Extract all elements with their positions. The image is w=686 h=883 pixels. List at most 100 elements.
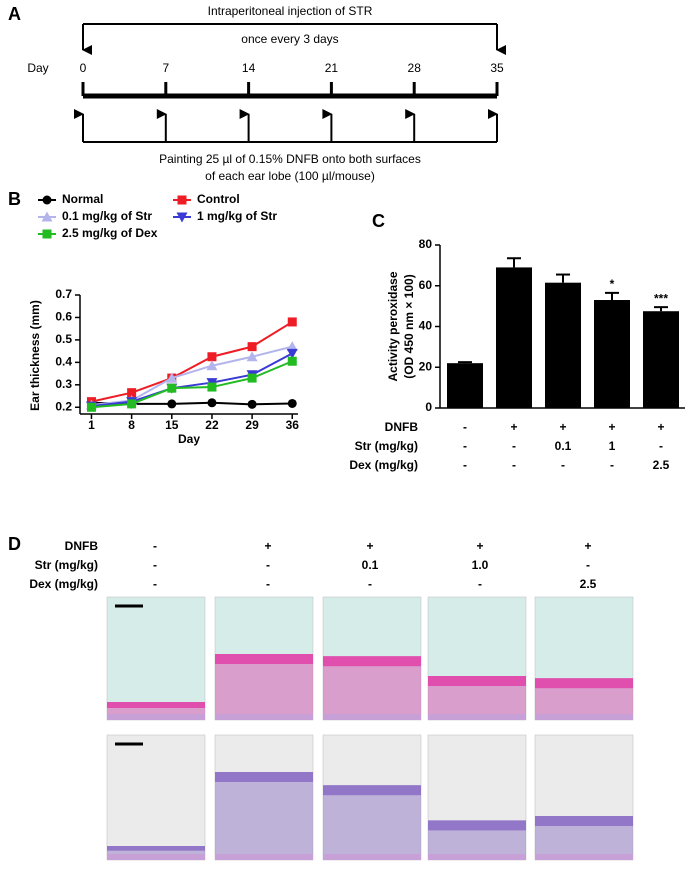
panel-label: A xyxy=(8,4,21,24)
marker xyxy=(247,373,257,383)
marker xyxy=(207,352,217,362)
row-cell: - xyxy=(266,558,270,572)
epidermis xyxy=(535,816,633,826)
row-cell: + xyxy=(657,420,664,434)
marker xyxy=(207,398,217,408)
row-cell: + xyxy=(366,539,373,553)
row-cell: - xyxy=(153,539,157,553)
x-tick-label: 36 xyxy=(286,418,300,432)
cartilage xyxy=(215,714,313,720)
legend-marker xyxy=(176,212,188,223)
epidermis xyxy=(107,702,205,708)
y-axis-label: (OD 450 nm × 100) xyxy=(402,274,416,378)
legend-label: 2.5 mg/kg of Dex xyxy=(62,226,158,240)
bar xyxy=(594,300,630,408)
bar xyxy=(545,282,581,408)
cartilage xyxy=(215,854,313,860)
day-tick-label: 21 xyxy=(325,61,339,75)
epidermis xyxy=(107,846,205,851)
histology-image xyxy=(322,734,422,861)
legend-label: 0.1 mg/kg of Str xyxy=(62,209,152,223)
y-tick-label: 0.7 xyxy=(55,287,72,301)
row-cell: - xyxy=(659,439,663,453)
tissue xyxy=(323,785,421,860)
y-tick-label: 0.2 xyxy=(55,399,72,413)
x-tick-label: 22 xyxy=(205,418,219,432)
row-label: DNFB xyxy=(385,420,419,434)
y-tick-label: 0.3 xyxy=(55,377,72,391)
day-label: Day xyxy=(27,61,48,75)
histology-image xyxy=(427,734,527,861)
row-cell: - xyxy=(153,577,157,591)
legend-marker xyxy=(42,229,52,239)
row-cell: - xyxy=(463,458,467,472)
legend-marker xyxy=(177,195,187,205)
row-cell: - xyxy=(512,439,516,453)
marker xyxy=(127,399,137,409)
marker xyxy=(166,372,178,383)
y-tick-label: 80 xyxy=(419,237,433,251)
row-cell: + xyxy=(608,420,615,434)
row-cell: - xyxy=(610,458,614,472)
timeline: Intraperitoneal injection of STR once ev… xyxy=(27,4,506,183)
marker xyxy=(127,388,137,398)
row-cell: - xyxy=(266,577,270,591)
row-cell: - xyxy=(512,458,516,472)
marker xyxy=(86,402,96,412)
marker xyxy=(206,360,218,371)
marker xyxy=(246,351,258,362)
marker xyxy=(247,399,257,409)
epidermis xyxy=(215,654,313,664)
line xyxy=(91,360,293,409)
y-axis-label: Activity peroxidase xyxy=(386,271,400,381)
legend-label: Control xyxy=(197,192,240,206)
legend-marker xyxy=(41,211,53,222)
x-tick-label: 15 xyxy=(165,418,179,432)
cartilage xyxy=(535,854,633,860)
day-tick-label: 7 xyxy=(162,61,169,75)
line xyxy=(91,345,293,407)
line xyxy=(91,321,293,403)
histology-image xyxy=(106,734,206,861)
panel-label: C xyxy=(372,211,385,231)
panel-label: D xyxy=(8,534,21,554)
legend-marker xyxy=(42,195,52,205)
row-label: Str (mg/kg) xyxy=(35,558,98,572)
y-tick-label: 0.5 xyxy=(55,332,72,346)
x-tick-label: 8 xyxy=(128,418,135,432)
tissue xyxy=(215,772,313,860)
row-cell: 0.1 xyxy=(362,558,379,572)
row-cell: - xyxy=(561,458,565,472)
row-cell: 1.0 xyxy=(472,558,489,572)
row-label: DNFB xyxy=(65,539,99,553)
epidermis xyxy=(535,678,633,689)
timeline-interval: once every 3 days xyxy=(241,32,338,46)
row-cell: - xyxy=(463,439,467,453)
epidermis xyxy=(428,676,526,686)
row-cell: - xyxy=(463,420,467,434)
bar xyxy=(496,267,532,408)
y-tick-label: 20 xyxy=(419,359,433,373)
bar xyxy=(643,311,679,408)
marker xyxy=(207,382,217,392)
row-label: Str (mg/kg) xyxy=(355,439,418,453)
row-cell: - xyxy=(153,558,157,572)
row-cell: + xyxy=(264,539,271,553)
epidermis xyxy=(323,785,421,796)
row-cell: + xyxy=(559,420,566,434)
cartilage xyxy=(535,714,633,720)
y-tick-label: 0 xyxy=(425,400,432,414)
cartilage xyxy=(428,714,526,720)
epidermis xyxy=(215,772,313,782)
day-tick-label: 14 xyxy=(242,61,256,75)
histology-image xyxy=(534,734,634,861)
cartilage xyxy=(323,714,421,720)
y-tick-label: 0.6 xyxy=(55,310,72,324)
bar xyxy=(447,363,483,408)
timeline-bottom-text: Painting 25 µl of 0.15% DNFB onto both s… xyxy=(159,152,421,166)
histology-image xyxy=(534,596,634,721)
row-label: Dex (mg/kg) xyxy=(349,458,418,472)
y-tick-label: 60 xyxy=(419,278,433,292)
row-cell: + xyxy=(476,539,483,553)
